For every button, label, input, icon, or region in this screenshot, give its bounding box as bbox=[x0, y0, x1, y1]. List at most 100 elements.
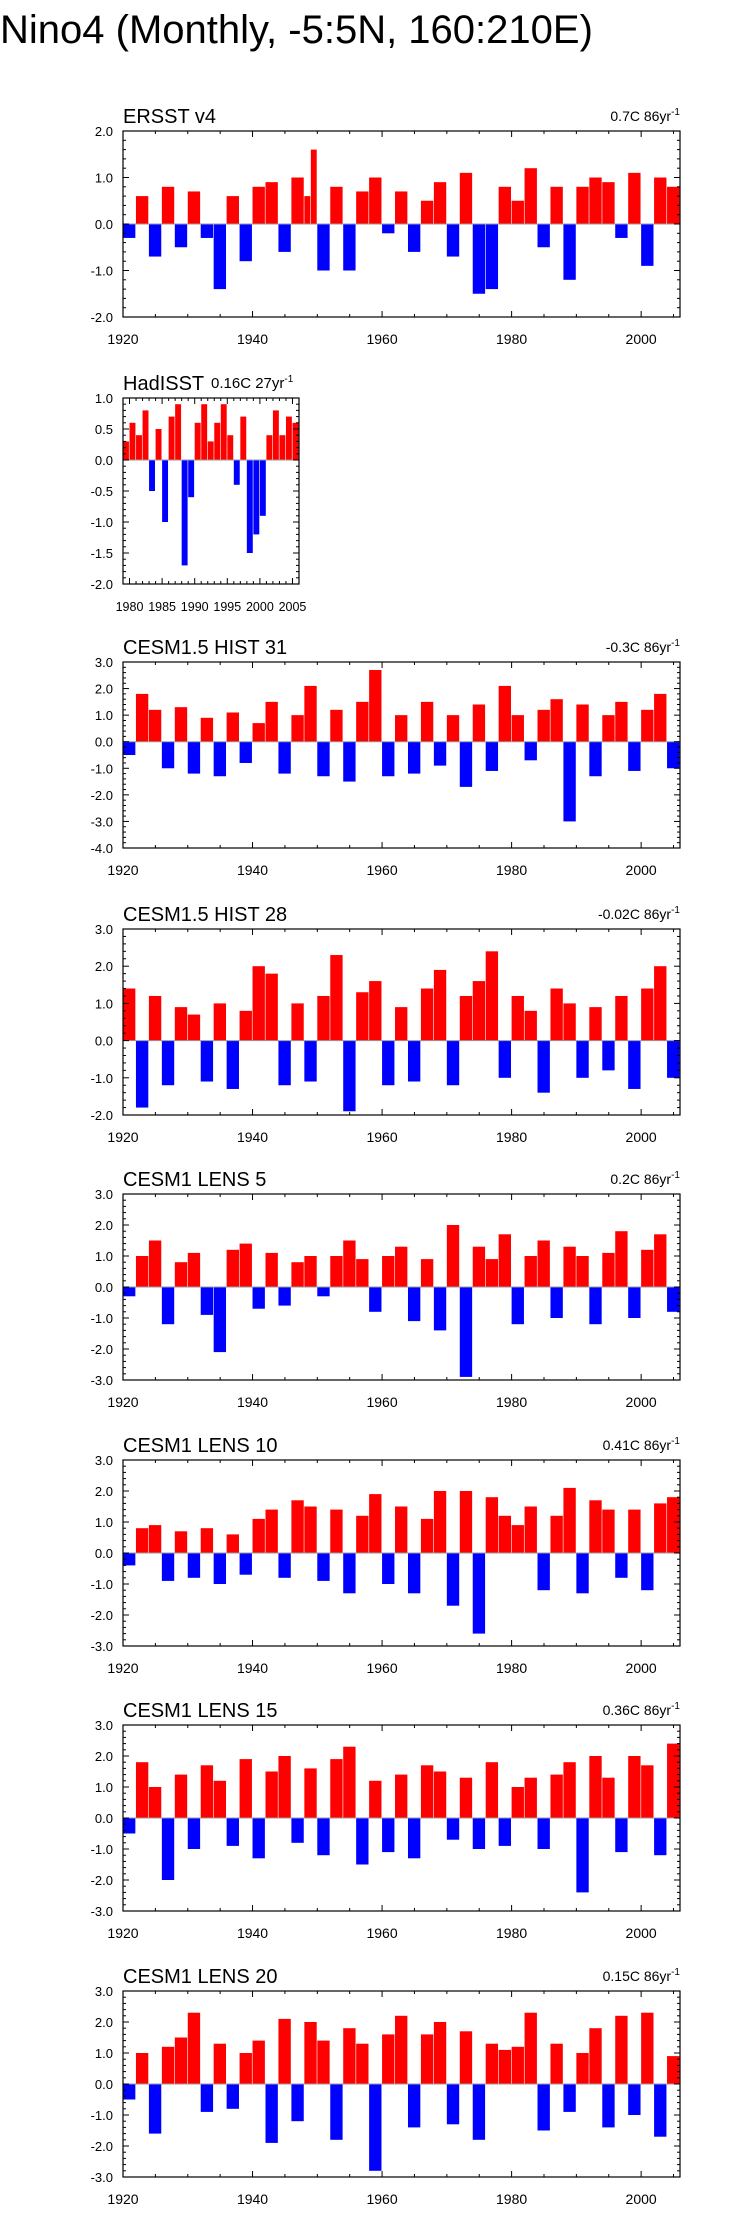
y-tick-label: 3.0 bbox=[95, 1453, 113, 1468]
bar-positive bbox=[524, 1256, 537, 1287]
y-tick-label: 0.0 bbox=[95, 217, 113, 232]
bar-negative bbox=[343, 741, 356, 782]
bar-negative bbox=[181, 460, 188, 566]
x-tick-label: 2000 bbox=[626, 1925, 657, 1941]
bar-negative bbox=[161, 1553, 175, 1581]
bar-negative bbox=[123, 1553, 136, 1566]
bar-positive bbox=[304, 1506, 317, 1553]
bar-negative bbox=[123, 741, 136, 755]
bar-positive bbox=[498, 685, 511, 742]
bar-positive bbox=[148, 995, 162, 1041]
bar-negative bbox=[200, 2084, 214, 2112]
bar-negative bbox=[200, 224, 214, 238]
bar-negative bbox=[511, 1287, 524, 1325]
bar-negative bbox=[472, 2084, 486, 2140]
chart-panel-5: 3.0 2.0 1.0 0.0 -1.0 -2.0 -3.0 1920 1940 1960 1980… bbox=[91, 1169, 681, 1410]
bar-negative bbox=[576, 1818, 589, 1893]
bar-negative bbox=[304, 1040, 317, 1082]
bars-group bbox=[123, 669, 680, 822]
bar-positive bbox=[220, 404, 227, 460]
bars-group bbox=[123, 1487, 680, 1634]
bar-positive bbox=[239, 1759, 252, 1818]
bar-negative bbox=[278, 224, 291, 252]
bar-negative bbox=[382, 1818, 395, 1853]
bar-negative bbox=[654, 1818, 667, 1856]
trend-label: -0.02C 86yr-1 bbox=[598, 905, 680, 922]
bar-positive bbox=[135, 1762, 149, 1818]
bar-positive bbox=[135, 196, 149, 224]
bar-positive bbox=[330, 955, 343, 1041]
bar-positive bbox=[654, 693, 667, 742]
bar-positive bbox=[420, 2034, 434, 2084]
bar-positive bbox=[265, 973, 278, 1041]
x-tick-label: 2000 bbox=[246, 600, 274, 614]
bar-positive bbox=[187, 1014, 201, 1041]
bar-positive bbox=[266, 435, 273, 460]
y-tick-label: 0.0 bbox=[95, 1546, 113, 1561]
bar-positive bbox=[123, 441, 129, 460]
bar-negative bbox=[628, 2084, 641, 2115]
bar-negative bbox=[187, 741, 201, 774]
bar-positive bbox=[148, 709, 162, 742]
y-tick-label: -1.5 bbox=[91, 546, 113, 561]
y-tick-label: 3.0 bbox=[95, 1187, 113, 1202]
bar-negative bbox=[628, 1040, 641, 1089]
bar-negative bbox=[213, 1287, 227, 1353]
bar-positive bbox=[511, 2046, 524, 2084]
x-tick-label: 1940 bbox=[237, 331, 268, 347]
bar-positive bbox=[615, 701, 628, 742]
bar-positive bbox=[602, 1252, 615, 1287]
bar-positive bbox=[135, 2053, 149, 2084]
bar-negative bbox=[369, 2084, 382, 2171]
bar-positive bbox=[524, 2012, 537, 2084]
bar-positive bbox=[459, 1491, 473, 1553]
chart-panel-1: 2.0 1.0 0.0 -1.0 -2.0 1920 1940 1960 1980 2000 ERS… bbox=[91, 106, 681, 347]
bar-negative bbox=[589, 741, 602, 777]
bar-positive bbox=[395, 1246, 408, 1287]
bar-negative bbox=[213, 224, 227, 290]
bar-positive bbox=[641, 988, 654, 1041]
bar-negative bbox=[123, 1287, 136, 1297]
bar-negative bbox=[382, 1553, 395, 1584]
bar-positive bbox=[291, 715, 304, 742]
bar-positive bbox=[207, 441, 214, 460]
bar-positive bbox=[129, 422, 136, 460]
bar-negative bbox=[537, 224, 550, 248]
bar-positive bbox=[136, 435, 142, 460]
bar-positive bbox=[641, 2012, 654, 2084]
bar-negative bbox=[446, 2084, 460, 2125]
bar-positive bbox=[174, 1774, 188, 1818]
bar-positive bbox=[667, 1497, 680, 1553]
y-tick-label: 1.0 bbox=[95, 1249, 113, 1264]
bar-positive bbox=[174, 1007, 188, 1041]
bar-positive bbox=[511, 995, 524, 1041]
panel-title: ERSST v4 bbox=[123, 106, 216, 128]
bar-negative bbox=[239, 224, 252, 262]
bar-positive bbox=[201, 404, 208, 460]
bar-positive bbox=[239, 1010, 252, 1041]
trend-label: 0.16C 27yr-1 bbox=[211, 374, 294, 392]
bar-negative bbox=[253, 460, 260, 535]
bar-positive bbox=[615, 995, 628, 1041]
x-tick-label: 1980 bbox=[496, 1660, 527, 1676]
bar-positive bbox=[187, 2012, 201, 2084]
bar-positive bbox=[420, 200, 434, 224]
x-tick-label: 1960 bbox=[366, 1129, 397, 1145]
bar-positive bbox=[330, 1256, 343, 1287]
bar-negative bbox=[278, 1287, 291, 1306]
bar-positive bbox=[395, 191, 408, 224]
bar-positive bbox=[395, 715, 408, 742]
bar-positive bbox=[382, 2034, 395, 2084]
bar-positive bbox=[395, 1007, 408, 1041]
bar-negative bbox=[291, 2084, 304, 2122]
bar-positive bbox=[602, 1509, 615, 1553]
bar-negative bbox=[498, 1040, 511, 1078]
bar-negative bbox=[485, 741, 499, 771]
bar-positive bbox=[433, 1491, 447, 1553]
y-tick-label: 1.0 bbox=[95, 2046, 113, 2061]
bar-positive bbox=[485, 1762, 499, 1818]
bar-positive bbox=[628, 1509, 641, 1553]
bar-negative bbox=[641, 224, 654, 266]
bar-positive bbox=[615, 1231, 628, 1287]
